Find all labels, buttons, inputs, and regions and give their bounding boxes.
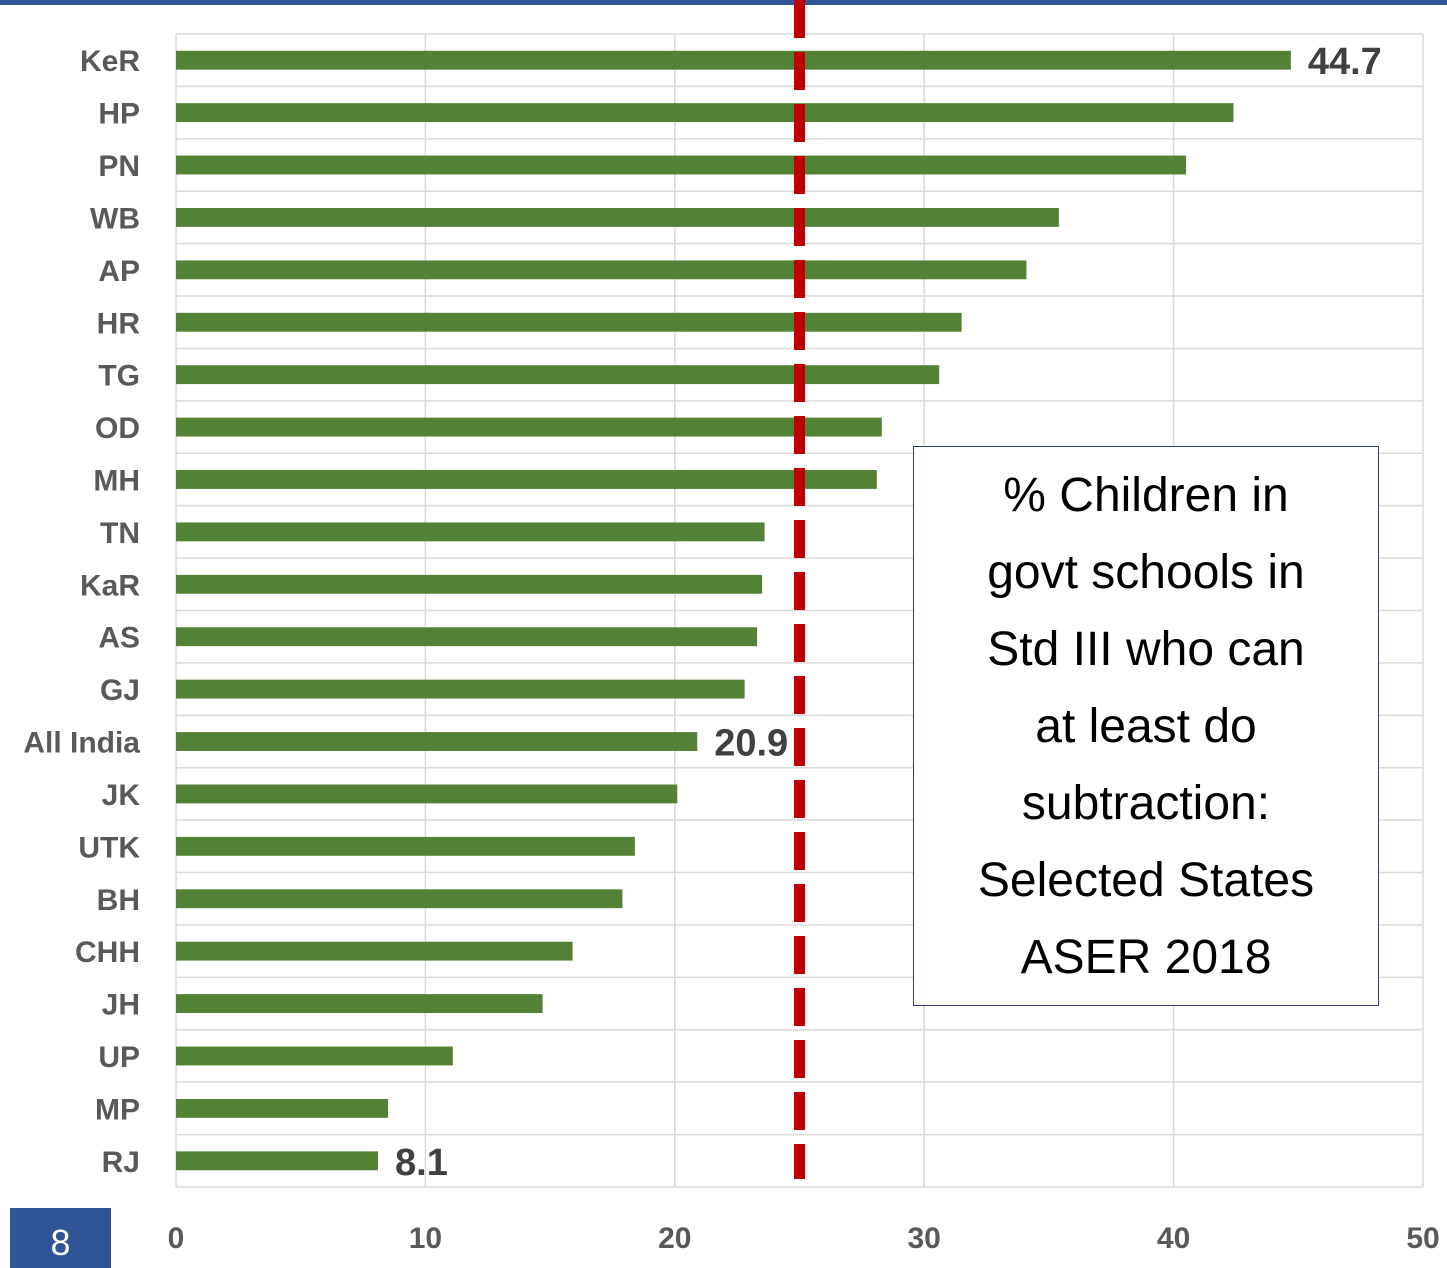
data-label: 8.1 bbox=[395, 1142, 448, 1184]
category-label: AS bbox=[98, 622, 140, 655]
bar bbox=[176, 260, 1027, 280]
bar bbox=[176, 784, 678, 804]
x-tick-labels: 0 10 20 30 40 50 bbox=[168, 1222, 1440, 1255]
category-label: HR bbox=[97, 307, 141, 340]
chart-title-box: % Children in govt schools in Std III who … bbox=[913, 446, 1379, 1006]
bar bbox=[176, 732, 698, 751]
category-label: CHH bbox=[75, 936, 140, 969]
chart-title-line: Selected States bbox=[977, 853, 1315, 907]
bar bbox=[176, 470, 877, 489]
category-label: MH bbox=[93, 464, 140, 497]
bar bbox=[176, 994, 543, 1014]
x-tick-label: 50 bbox=[1406, 1222, 1439, 1255]
bar bbox=[176, 207, 1059, 227]
category-label: WB bbox=[90, 202, 140, 235]
category-label: TN bbox=[100, 517, 140, 550]
slide-number: 8 bbox=[10, 1208, 111, 1268]
data-label: 44.7 bbox=[1308, 41, 1382, 83]
bar bbox=[176, 627, 758, 647]
category-label: PN bbox=[98, 150, 140, 183]
bar bbox=[176, 1151, 379, 1171]
bar bbox=[176, 574, 763, 594]
category-label: JK bbox=[102, 779, 141, 812]
x-tick-label: 0 bbox=[168, 1222, 185, 1255]
x-tick-label: 20 bbox=[658, 1222, 691, 1255]
chart-title-line: % Children in bbox=[1003, 468, 1289, 522]
bar bbox=[176, 1098, 388, 1118]
chart-title-line: ASER 2018 bbox=[1020, 930, 1272, 984]
bars bbox=[176, 50, 1291, 1171]
category-label: UP bbox=[98, 1041, 140, 1074]
bar bbox=[176, 941, 573, 961]
category-label: UTK bbox=[78, 831, 140, 864]
bar bbox=[176, 889, 623, 909]
chart-title-line: govt schools in bbox=[987, 545, 1305, 599]
chart-title-line: subtraction: bbox=[1021, 776, 1271, 830]
x-tick-label: 30 bbox=[908, 1222, 941, 1255]
category-label: TG bbox=[98, 360, 140, 393]
bar bbox=[176, 522, 765, 542]
bar bbox=[176, 103, 1234, 123]
category-label: MP bbox=[95, 1093, 140, 1126]
bar bbox=[176, 50, 1291, 70]
x-tick-label: 40 bbox=[1157, 1222, 1190, 1255]
bar bbox=[176, 417, 882, 437]
data-label: 20.9 bbox=[714, 723, 788, 765]
chart-title-line: Std III who can bbox=[987, 622, 1305, 676]
bar bbox=[176, 365, 940, 385]
bar bbox=[176, 155, 1187, 175]
bar bbox=[176, 1046, 453, 1066]
category-label: BH bbox=[97, 884, 140, 917]
bar bbox=[176, 312, 962, 332]
category-label: OD bbox=[95, 412, 140, 445]
category-label: GJ bbox=[100, 674, 140, 707]
category-label: KaR bbox=[80, 569, 140, 602]
category-label: KeR bbox=[80, 45, 140, 78]
category-labels: KeR HP PN WB AP HR TG OD MH TN KaR AS GJ All India JK U… bbox=[23, 45, 140, 1179]
category-label: RJ bbox=[102, 1146, 140, 1179]
chart-title-line: at least do bbox=[1035, 699, 1257, 753]
category-label: AP bbox=[98, 255, 140, 288]
category-label: All India bbox=[23, 727, 140, 760]
bar bbox=[176, 679, 745, 699]
x-tick-label: 10 bbox=[409, 1222, 442, 1255]
data-labels: 44.7 20.9 8.1 bbox=[395, 41, 1382, 1184]
category-label: JH bbox=[102, 989, 140, 1022]
category-label: HP bbox=[98, 98, 140, 131]
bar bbox=[176, 836, 635, 856]
chart-title: % Children in govt schools in Std III who … bbox=[936, 457, 1356, 996]
top-rule bbox=[0, 0, 1447, 5]
